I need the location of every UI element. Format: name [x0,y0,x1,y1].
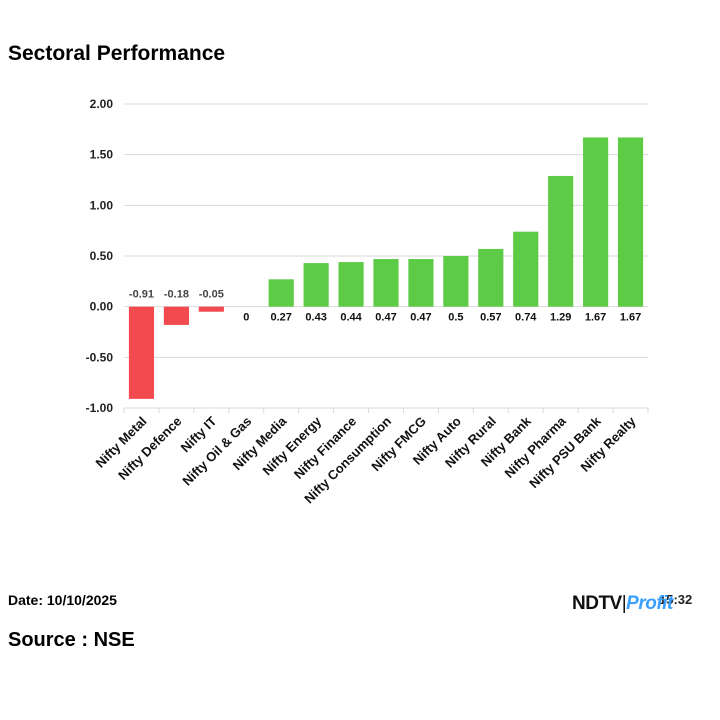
data-label: -0.05 [199,289,224,301]
bar [373,259,399,307]
bar [198,306,224,312]
y-tick-label: 0.00 [90,300,114,314]
data-label: 1.67 [585,312,606,324]
data-label: 0.57 [480,312,501,324]
data-label: 0.27 [270,312,291,324]
logo-separator: | [621,593,627,614]
data-label: 1.67 [620,312,641,324]
y-tick-label: 1.00 [90,198,114,212]
bars [128,137,644,399]
bar [583,137,609,307]
data-label: 0.47 [410,312,431,324]
data-label: 0.43 [305,312,326,324]
bar [128,306,155,399]
data-label: 0.44 [340,312,362,324]
data-label: 0 [243,312,249,324]
y-tick-label: -0.50 [86,350,114,364]
bar [513,231,539,307]
footer-time: 15:32 [659,592,693,607]
y-axis: 2.00 1.50 1.00 0.50 0.00 -0.50 -1.00 [86,97,114,415]
bar [478,248,504,307]
y-tick-label: 2.00 [90,97,114,111]
footer-source: Source : NSE [8,629,135,651]
value-labels: -0.91 -0.18 -0.05 0 0.27 0.43 0.44 0.47 0.47 0.5 0… [129,289,641,324]
data-label: -0.91 [129,289,154,301]
y-tick-label: 1.50 [90,148,114,162]
y-tick-label: 0.50 [90,249,114,263]
x-category-label: Nifty Defence [115,414,184,483]
ndtv-profit-logo: NDTV|Profit [572,593,673,615]
chart-title: Sectoral Performance [8,42,226,65]
logo-ndtv-text: NDTV [572,593,622,614]
bar [617,137,644,307]
data-label: 1.29 [550,312,571,324]
bar [268,279,294,307]
bar [338,262,364,307]
y-tick-label: -1.00 [86,401,114,415]
bar [408,259,434,307]
data-label: 0.5 [448,312,463,324]
bar [548,175,574,307]
footer-date: Date: 10/10/2025 [8,592,117,608]
data-label: 0.74 [515,312,537,324]
bar [163,306,189,325]
bar [443,256,469,307]
data-label: -0.18 [164,289,189,301]
data-label: 0.47 [375,312,396,324]
logo-profit-text: Profit [626,593,673,614]
bar [303,263,329,307]
